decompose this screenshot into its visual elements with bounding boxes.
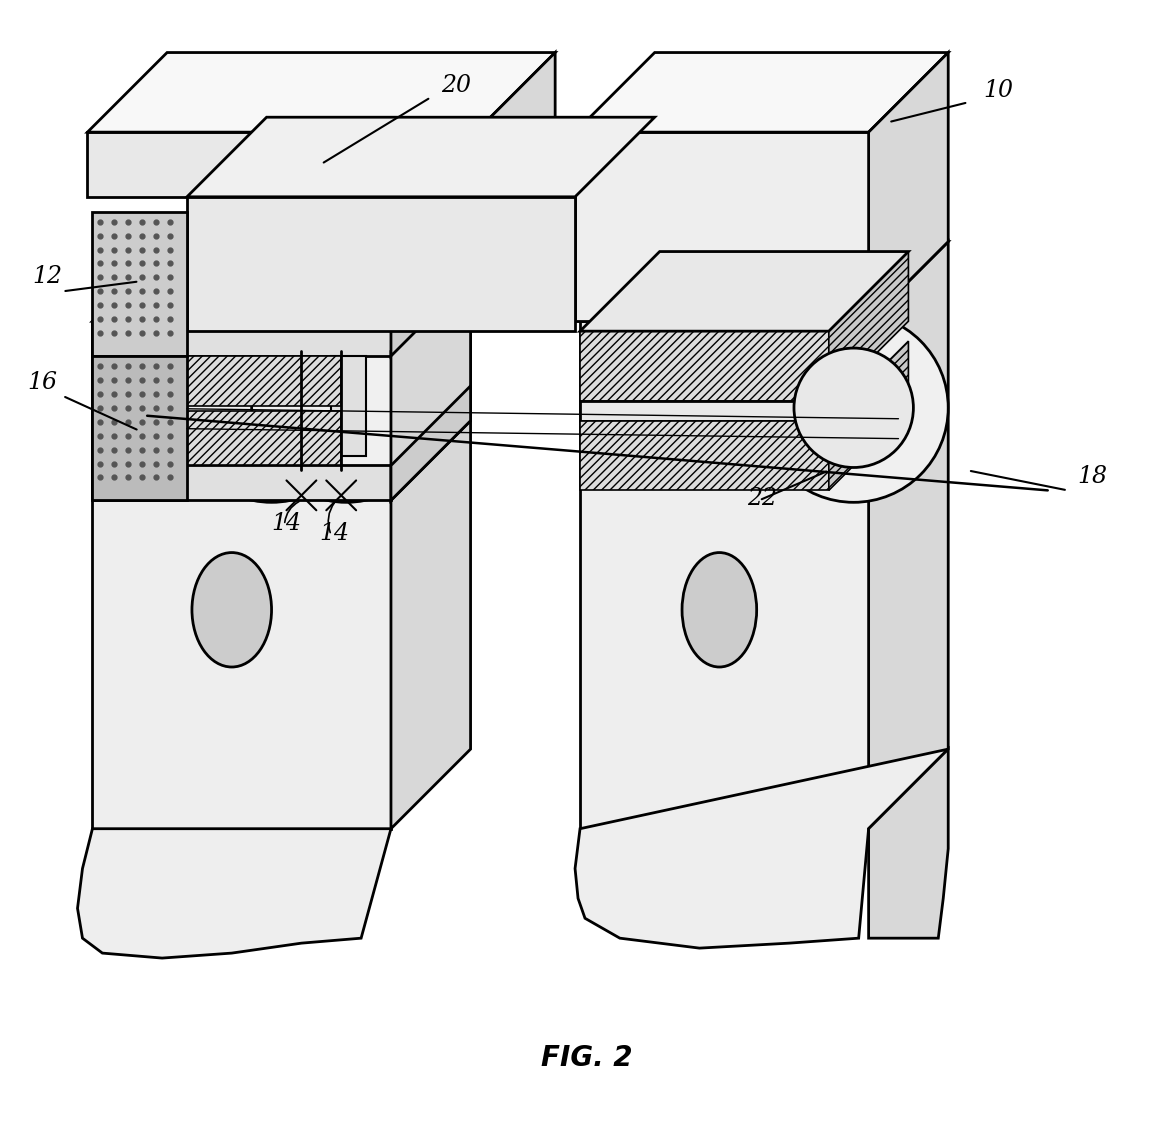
Polygon shape	[187, 117, 655, 197]
Polygon shape	[829, 252, 909, 400]
Polygon shape	[580, 331, 829, 400]
Text: 20: 20	[440, 75, 471, 98]
Polygon shape	[87, 133, 475, 197]
Polygon shape	[580, 421, 829, 490]
Polygon shape	[580, 400, 829, 421]
Polygon shape	[580, 252, 909, 331]
Polygon shape	[93, 212, 187, 356]
Polygon shape	[187, 411, 342, 465]
Ellipse shape	[177, 313, 366, 502]
Polygon shape	[87, 52, 555, 133]
Polygon shape	[93, 356, 187, 500]
Polygon shape	[575, 133, 869, 321]
Polygon shape	[391, 386, 471, 500]
Polygon shape	[331, 356, 366, 456]
Polygon shape	[829, 341, 909, 490]
Polygon shape	[580, 242, 949, 321]
Text: 14: 14	[271, 513, 302, 535]
Ellipse shape	[191, 552, 271, 667]
Polygon shape	[475, 52, 555, 197]
Polygon shape	[575, 750, 949, 948]
Text: 10: 10	[983, 79, 1013, 102]
Text: 18: 18	[1078, 465, 1107, 489]
Polygon shape	[391, 242, 471, 356]
Ellipse shape	[251, 313, 440, 502]
Polygon shape	[93, 465, 391, 500]
Polygon shape	[93, 321, 391, 829]
Ellipse shape	[682, 552, 757, 667]
Polygon shape	[575, 52, 949, 133]
Polygon shape	[93, 242, 471, 321]
Ellipse shape	[760, 313, 949, 502]
Polygon shape	[77, 829, 391, 958]
Polygon shape	[187, 356, 342, 406]
Polygon shape	[187, 197, 575, 331]
Polygon shape	[391, 271, 471, 500]
Text: 22: 22	[747, 488, 777, 510]
Polygon shape	[869, 242, 949, 829]
Text: 12: 12	[33, 265, 62, 288]
Text: 16: 16	[28, 371, 58, 393]
Polygon shape	[391, 242, 471, 829]
Text: FIG. 2: FIG. 2	[541, 1043, 633, 1072]
Ellipse shape	[794, 348, 913, 467]
Polygon shape	[93, 321, 391, 356]
Polygon shape	[869, 52, 949, 321]
Polygon shape	[869, 750, 949, 938]
Polygon shape	[580, 321, 869, 829]
Text: 14: 14	[319, 522, 350, 545]
